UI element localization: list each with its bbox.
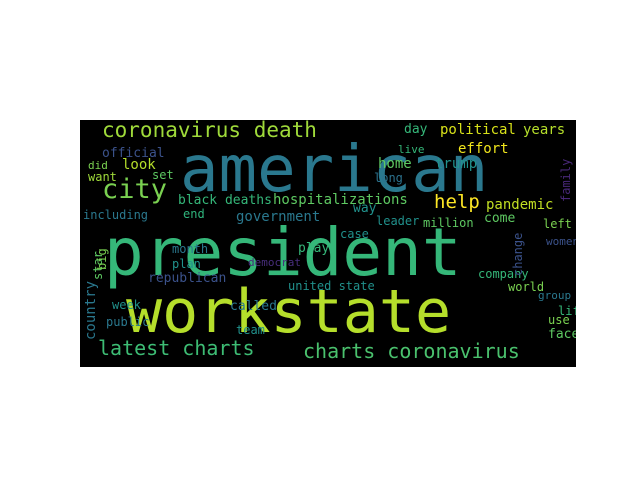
word-leader: leader [376, 214, 420, 228]
word-set: set [152, 168, 174, 182]
word-big: big [95, 248, 109, 270]
word-day: day [404, 122, 428, 137]
word-change: change [511, 232, 525, 276]
word-left: left [543, 217, 572, 231]
word-long: long [374, 171, 403, 185]
word-republican: republican [148, 271, 227, 286]
word-family: family [559, 158, 573, 202]
word-effort: effort [458, 141, 509, 157]
word-hospitalizations: hospitalizations [273, 192, 408, 208]
word-country: country [83, 280, 99, 340]
word-including: including [83, 208, 149, 222]
word-help: help [434, 191, 480, 213]
word-political: political [440, 122, 516, 138]
word-public: public [106, 315, 150, 329]
word-coronavirus-death: coronavirus death [102, 120, 317, 142]
word-company: company [478, 267, 529, 281]
word-world: world [508, 280, 545, 294]
word-plan: plan [172, 257, 201, 271]
word-end: end [183, 207, 205, 221]
word-trump: trump [435, 156, 478, 172]
word-case: case [340, 227, 369, 241]
word-united-state: united state [288, 279, 375, 293]
word-week: week [112, 298, 141, 312]
word-black-deaths: black deaths [178, 193, 272, 208]
word-month: month [172, 242, 209, 256]
word-did: did [88, 159, 108, 172]
word-official: official [102, 146, 165, 161]
word-face: face [548, 327, 576, 342]
word-years: years [523, 122, 566, 138]
word-way: way [353, 201, 377, 216]
word-women: women [546, 235, 576, 248]
word-play: play [298, 241, 330, 256]
word-called: called [230, 299, 277, 314]
word-team: team [236, 323, 265, 337]
word-president: president [104, 214, 462, 291]
word-city: city [102, 174, 168, 205]
word-want: want [88, 170, 117, 184]
word-live: live [398, 143, 425, 156]
word-use: use [548, 313, 570, 327]
word-american: american [180, 133, 489, 207]
word-cloud: coronavirus death day political years am… [80, 120, 576, 367]
word-charts-coronavirus: charts coronavirus [303, 339, 520, 363]
word-group: group [538, 289, 572, 302]
word-government: government [236, 209, 321, 225]
word-democrat: democrat [248, 256, 301, 269]
word-home: home [378, 156, 412, 172]
word-million: million [423, 216, 474, 230]
word-come: come [484, 211, 516, 226]
word-life: life [558, 304, 576, 318]
word-latest-charts: latest charts [98, 336, 255, 360]
word-pandemic: pandemic [486, 197, 554, 213]
word-look: look [122, 157, 156, 173]
word-workstate: workstate [126, 277, 452, 347]
